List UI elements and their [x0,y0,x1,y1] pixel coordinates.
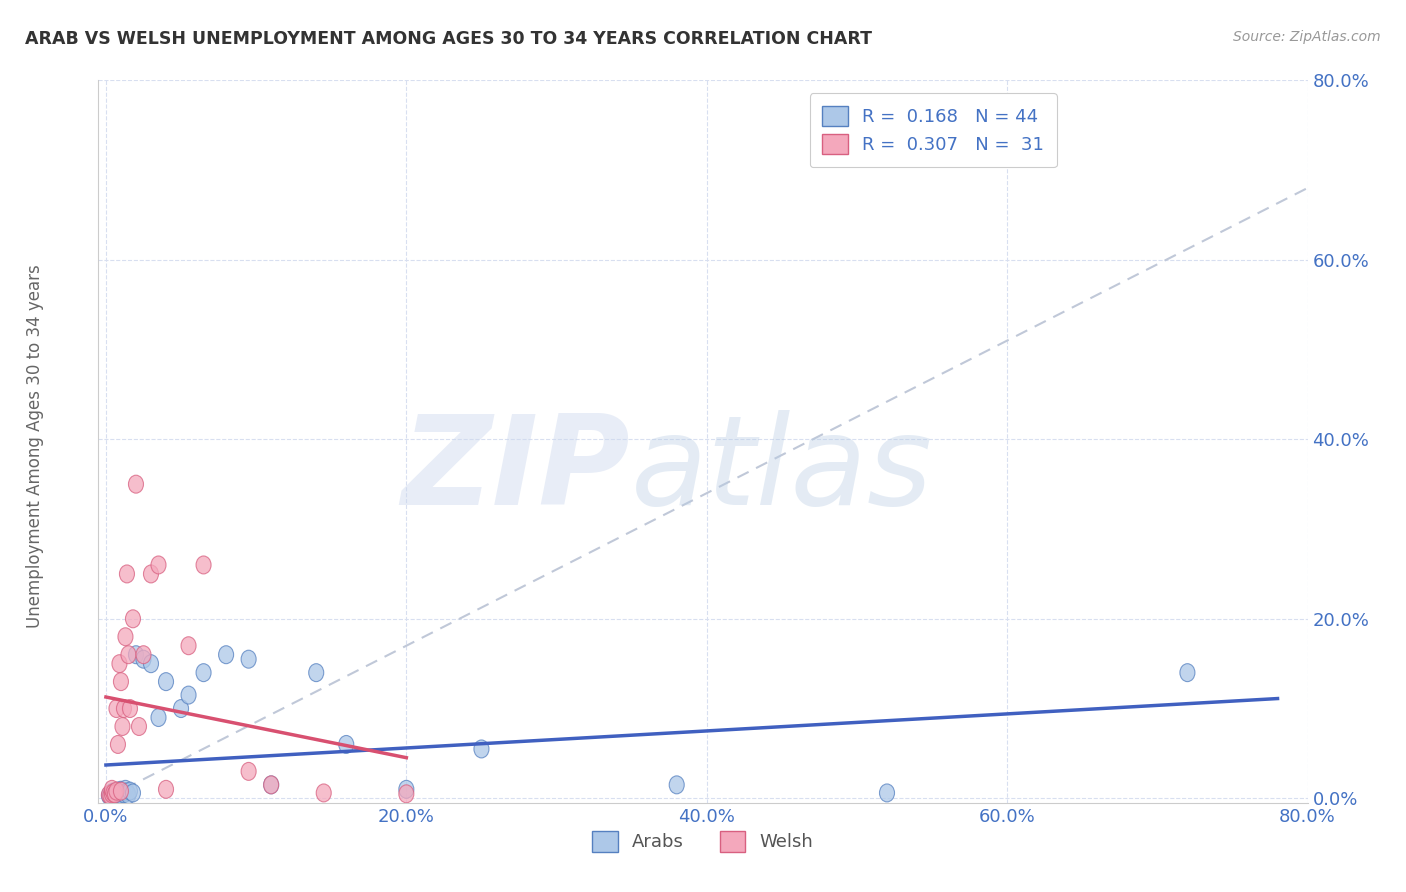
Legend: Arabs, Welsh: Arabs, Welsh [585,823,821,859]
Text: ZIP: ZIP [402,410,630,531]
Text: ARAB VS WELSH UNEMPLOYMENT AMONG AGES 30 TO 34 YEARS CORRELATION CHART: ARAB VS WELSH UNEMPLOYMENT AMONG AGES 30… [25,30,872,48]
Text: Source: ZipAtlas.com: Source: ZipAtlas.com [1233,30,1381,45]
Text: atlas: atlas [630,410,932,531]
Text: Unemployment Among Ages 30 to 34 years: Unemployment Among Ages 30 to 34 years [27,264,44,628]
